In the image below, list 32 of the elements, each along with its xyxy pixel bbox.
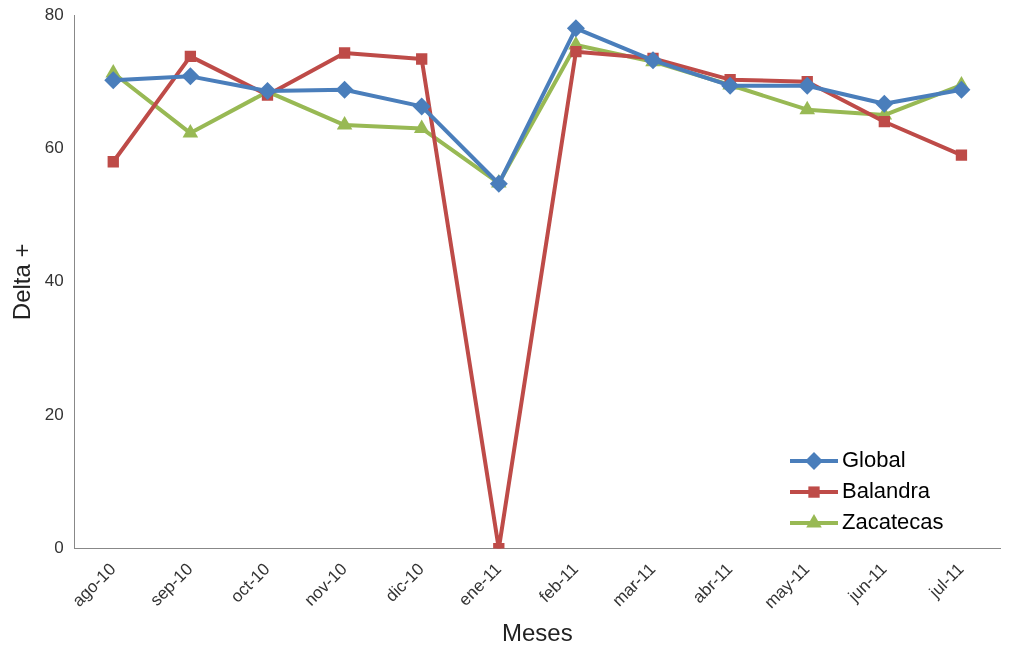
point [721,76,740,95]
point [875,94,894,113]
y-tick-label: 40 [44,271,64,291]
legend-label: Zacatecas [842,509,944,535]
point [412,97,431,116]
point [258,82,277,101]
y-axis-title: Delta + [8,243,36,321]
legend-label: Balandra [842,478,931,504]
y-tick-label: 0 [54,538,64,558]
point [413,119,430,133]
point [489,174,508,193]
point [799,100,816,115]
point [566,19,585,38]
point [798,76,817,95]
legend-label: Global [842,447,906,473]
x-axis-title: Meses [502,619,573,647]
point [952,80,971,99]
point [416,53,428,65]
point [336,116,353,130]
y-tick-label: 20 [44,404,64,424]
point [181,67,200,86]
point [338,47,351,59]
point [878,116,890,128]
point [955,149,968,161]
point [335,80,354,99]
point [570,46,582,58]
point [104,71,123,90]
point [182,124,199,138]
point [184,50,197,63]
y-tick-label: 80 [44,4,64,24]
y-tick-label: 60 [44,138,64,158]
point [107,156,119,168]
